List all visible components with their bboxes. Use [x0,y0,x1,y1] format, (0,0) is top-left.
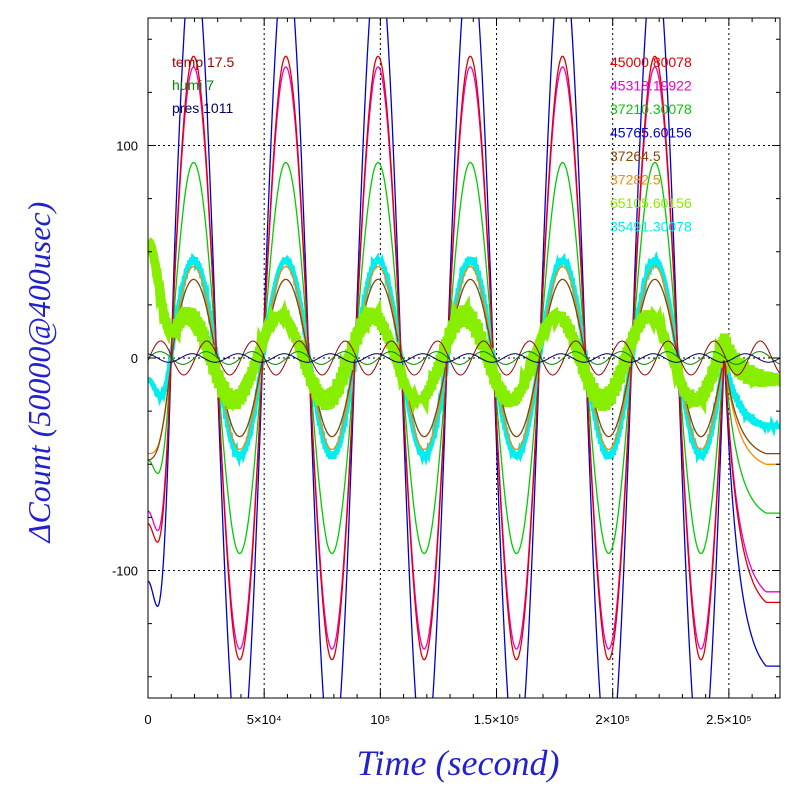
series-legend-entry: 37282.5 [610,172,661,188]
series-line-65105-60156 [148,237,780,416]
env-legend-entry: pres 1011 [172,100,233,116]
env-line-pres [148,353,780,363]
series-legend: 45000.80078 45318.19922 37210.30078 45765.6… [610,54,692,235]
x-tick-label: 2×10⁵ [595,712,630,727]
x-axis-title: Time (second) [357,743,560,783]
x-tick-label: 2.5×10⁵ [706,712,752,727]
x-tick-label: 0 [144,712,151,727]
series-legend-entry: 65105.60156 [610,195,692,211]
series-line-45000-80078 [148,55,780,661]
env-line-temp [148,340,780,376]
series-legend-entry: 35491.30078 [610,219,692,235]
series-legend-entry: 37210.30078 [610,101,692,117]
y-tick-label: -100 [112,564,138,579]
x-tick-label: 1.5×10⁵ [474,712,520,727]
y-tick-label: 0 [131,351,138,366]
env-legend: temp 17.5 humi 7 pres 1011 [172,54,234,116]
y-tick-label: 100 [116,139,138,154]
env-legend-entry: temp 17.5 [172,54,234,70]
x-tick-label: 5×10⁴ [247,712,282,727]
series-legend-entry: 37264.5 [610,148,661,164]
series-legend-entry: 45318.19922 [610,78,692,94]
series-line-37264-5 [148,278,780,461]
series-legend-entry: 45000.80078 [610,54,692,70]
series-line-37210-30078 [148,161,780,555]
x-tick-label: 10⁵ [370,712,390,727]
env-legend-entry: humi 7 [172,77,214,93]
y-axis-title: ΔCount (50000@400usec) [21,202,57,545]
env-line-humi [148,351,780,365]
axis-ticks: 0 5×10⁴ 10⁵ 1.5×10⁵ 2×10⁵ 2.5×10⁵ -100 0 100 [112,18,780,727]
series-line-45765-60156 [148,18,780,698]
series-layer [148,18,780,698]
series-legend-entry: 45765.60156 [610,125,692,141]
